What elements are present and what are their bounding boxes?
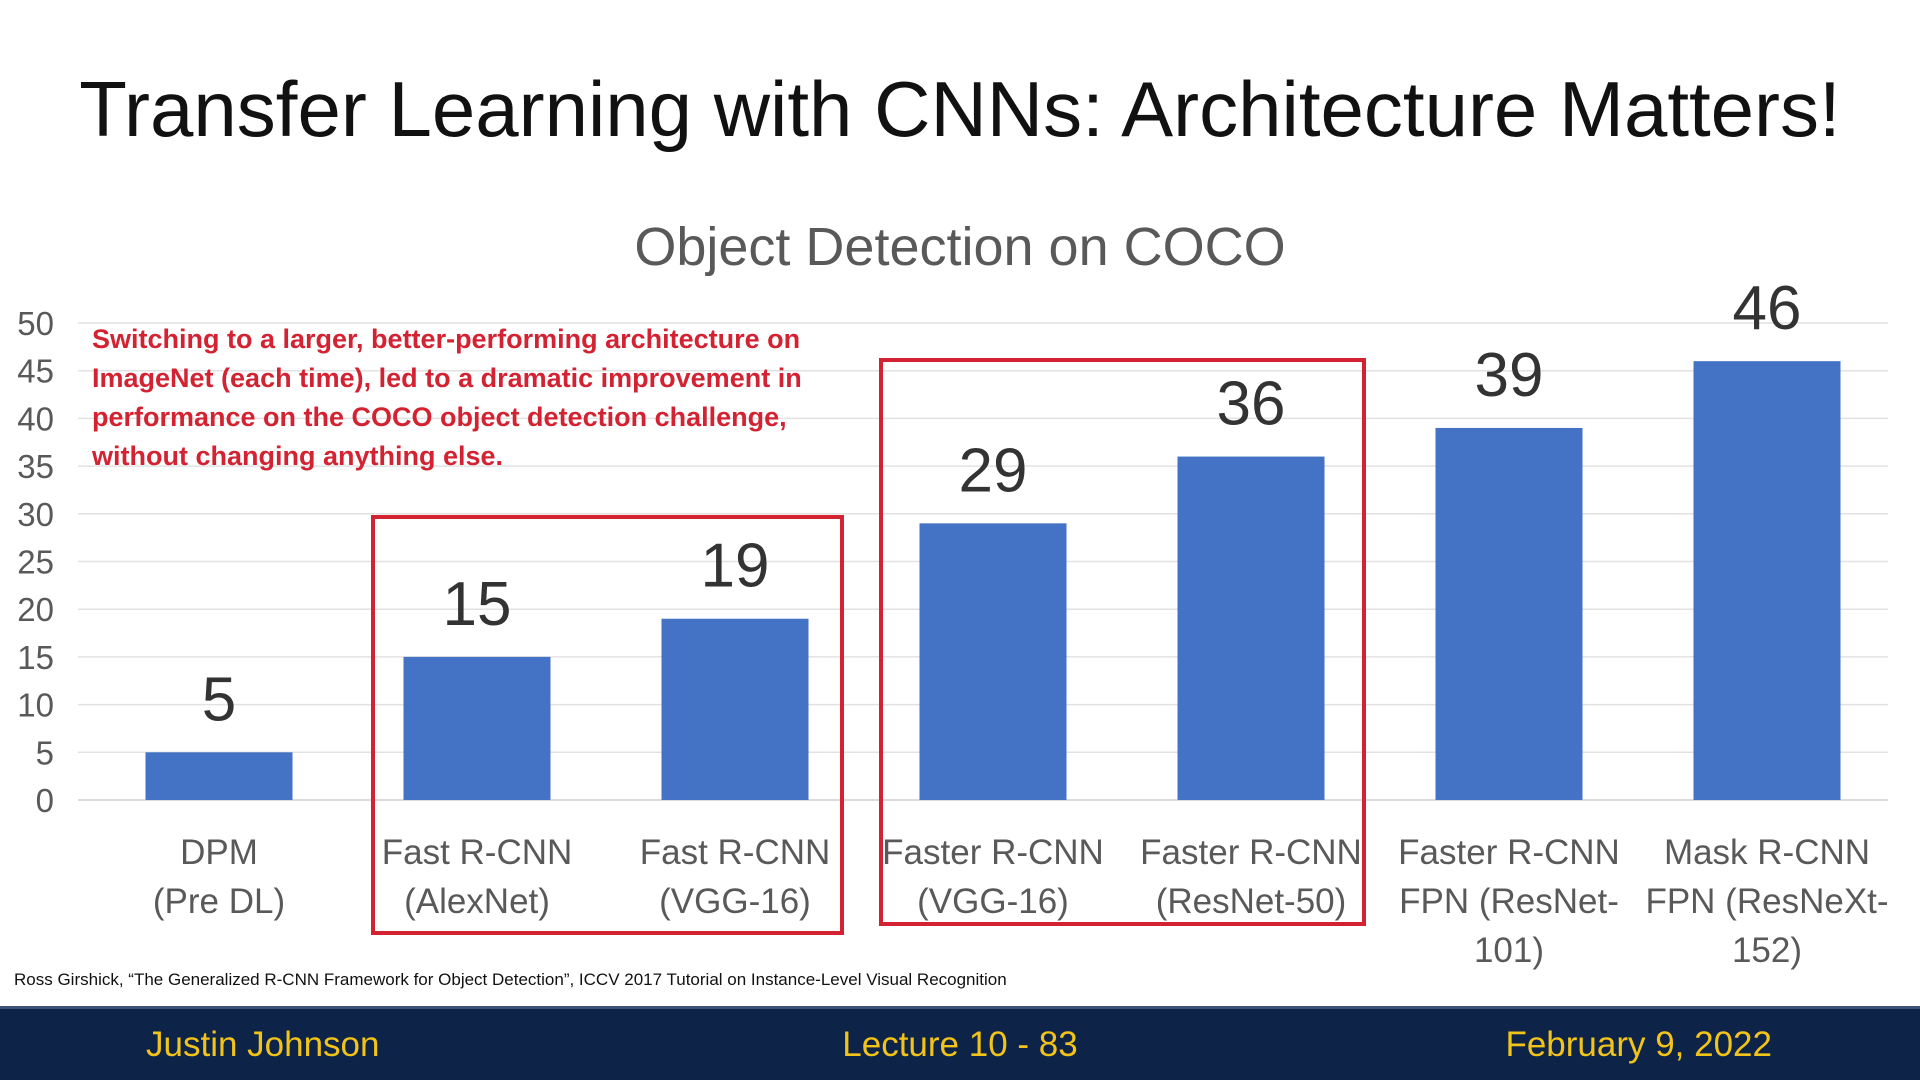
bar	[145, 752, 293, 800]
x-tick-label-line: (VGG-16)	[659, 882, 811, 921]
highlight-box	[371, 515, 844, 935]
x-tick-label-line: (Pre DL)	[153, 882, 285, 921]
x-tick-label-line: Faster R-CNN	[1140, 833, 1362, 872]
x-tick-label-line: 152)	[1732, 931, 1802, 970]
y-tick-label: 10	[17, 687, 54, 724]
bar	[1435, 427, 1583, 800]
x-tick-label-line: (AlexNet)	[404, 882, 550, 921]
x-tick-label: Faster R-CNN (ResNet-50)	[1140, 833, 1362, 921]
x-tick-label: Faster R-CNN FPN (ResNet- 101)	[1398, 833, 1620, 970]
bar	[403, 656, 551, 800]
x-tick-label-line: (VGG-16)	[917, 882, 1069, 921]
y-tick-label: 30	[17, 496, 54, 533]
data-label: 36	[1217, 370, 1286, 439]
footer-author: Justin Johnson	[146, 1025, 380, 1064]
x-tick-label: DPM (Pre DL)	[153, 833, 285, 921]
y-tick-label: 50	[17, 305, 54, 342]
y-tick-label: 45	[17, 353, 54, 390]
bar	[919, 523, 1067, 800]
x-tick-label-line: (ResNet-50)	[1156, 882, 1347, 921]
x-tick-label-line: 101)	[1474, 931, 1544, 970]
bar	[661, 618, 809, 800]
x-tick-label: Faster R-CNN (VGG-16)	[882, 833, 1104, 921]
data-label: 15	[443, 570, 512, 639]
x-tick-label-line: Fast R-CNN	[640, 833, 831, 872]
x-tick-label-line: DPM	[180, 833, 258, 872]
bars	[145, 361, 1841, 800]
data-label: 39	[1475, 341, 1544, 410]
y-tick-label: 40	[17, 400, 54, 437]
y-axis-ticks: 0 5 10 15 20 25 30 35 40 45 50	[17, 305, 54, 819]
y-tick-label: 15	[17, 639, 54, 676]
x-axis-labels: DPM (Pre DL)Fast R-CNN (AlexNet)Fast R-CNN…	[153, 833, 1889, 970]
x-tick-label-line: FPN (ResNeXt-	[1645, 882, 1888, 921]
x-tick-label-line: Faster R-CNN	[882, 833, 1104, 872]
citation: Ross Girshick, “The Generalized R-CNN Fr…	[14, 970, 1007, 989]
data-labels: 5 15 19 29 36 39 46	[202, 274, 1802, 734]
chart-title: Object Detection on COCO	[634, 217, 1285, 277]
x-tick-label-line: Faster R-CNN	[1398, 833, 1620, 872]
x-tick-label-line: Fast R-CNN	[382, 833, 573, 872]
highlight-box	[879, 358, 1366, 926]
x-tick-label-line: FPN (ResNet-	[1399, 882, 1619, 921]
y-tick-label: 0	[36, 782, 54, 819]
x-tick-label: Fast R-CNN (VGG-16)	[640, 833, 831, 921]
y-tick-label: 25	[17, 544, 54, 581]
bar	[1177, 456, 1325, 800]
data-label: 46	[1733, 274, 1802, 343]
y-tick-label: 5	[36, 734, 54, 771]
data-label: 5	[202, 665, 236, 734]
data-label: 29	[959, 436, 1028, 505]
bar	[1693, 361, 1841, 800]
highlight-boxes	[371, 358, 1366, 935]
footer-date: February 9, 2022	[1505, 1025, 1772, 1064]
x-tick-label-line: Mask R-CNN	[1664, 833, 1870, 872]
footer-bar: Justin Johnson Lecture 10 - 83 February …	[0, 1006, 1920, 1080]
y-tick-label: 35	[17, 448, 54, 485]
data-label: 19	[701, 532, 770, 601]
annotation-text: Switching to a larger, better-performing…	[92, 324, 802, 471]
x-tick-label: Fast R-CNN (AlexNet)	[382, 833, 573, 921]
y-tick-label: 20	[17, 591, 54, 628]
coco-detection-bar-chart: Object Detection on COCO 0 5 10 15 20 25 30 35 4…	[17, 217, 1889, 970]
footer-lecture: Lecture 10 - 83	[842, 1025, 1078, 1064]
x-tick-label: Mask R-CNN FPN (ResNeXt- 152)	[1645, 833, 1888, 970]
slide-title: Transfer Learning with CNNs: Architectur…	[79, 65, 1841, 153]
